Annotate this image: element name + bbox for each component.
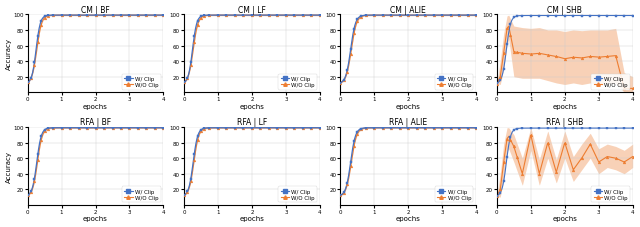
X-axis label: epochs: epochs: [552, 215, 577, 222]
Title: RFA | SHB: RFA | SHB: [546, 118, 584, 127]
Title: CM | LF: CM | LF: [238, 5, 266, 15]
X-axis label: epochs: epochs: [396, 215, 420, 222]
Legend: W/ Clip, W/O Clip: W/ Clip, W/O Clip: [278, 187, 317, 202]
Legend: W/ Clip, W/O Clip: W/ Clip, W/O Clip: [435, 74, 474, 90]
Y-axis label: Accuracy: Accuracy: [6, 150, 12, 182]
Legend: W/ Clip, W/O Clip: W/ Clip, W/O Clip: [435, 187, 474, 202]
Legend: W/ Clip, W/O Clip: W/ Clip, W/O Clip: [122, 187, 161, 202]
Legend: W/ Clip, W/O Clip: W/ Clip, W/O Clip: [122, 74, 161, 90]
Title: CM | ALIE: CM | ALIE: [390, 5, 426, 15]
Title: RFA | LF: RFA | LF: [237, 118, 267, 127]
Legend: W/ Clip, W/O Clip: W/ Clip, W/O Clip: [591, 187, 630, 202]
X-axis label: epochs: epochs: [83, 215, 108, 222]
Legend: W/ Clip, W/O Clip: W/ Clip, W/O Clip: [591, 74, 630, 90]
Legend: W/ Clip, W/O Clip: W/ Clip, W/O Clip: [278, 74, 317, 90]
Title: CM | SHB: CM | SHB: [547, 5, 582, 15]
X-axis label: epochs: epochs: [396, 103, 420, 109]
X-axis label: epochs: epochs: [83, 103, 108, 109]
X-axis label: epochs: epochs: [552, 103, 577, 109]
X-axis label: epochs: epochs: [239, 103, 264, 109]
Title: RFA | BF: RFA | BF: [80, 118, 111, 127]
Title: CM | BF: CM | BF: [81, 5, 110, 15]
Y-axis label: Accuracy: Accuracy: [6, 38, 12, 70]
Title: RFA | ALIE: RFA | ALIE: [389, 118, 428, 127]
X-axis label: epochs: epochs: [239, 215, 264, 222]
